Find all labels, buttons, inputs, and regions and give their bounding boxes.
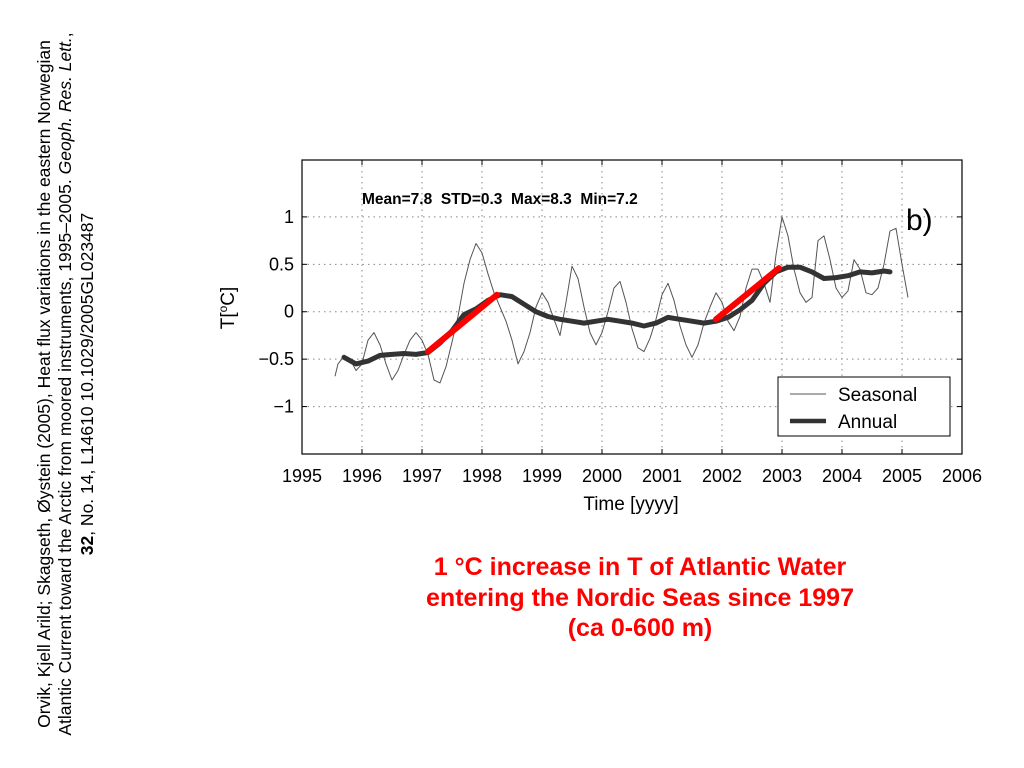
caption-line-3: (ca 0-600 m) <box>567 614 713 642</box>
plot-frame <box>301 159 963 455</box>
x-tick-label: 2000 <box>582 466 622 486</box>
x-tick-label: 2003 <box>762 466 802 486</box>
x-tick-label: 1997 <box>402 466 442 486</box>
series-seasonal-line <box>334 216 909 384</box>
ticks: 1995 1996 1997 1998 1999 2000 2001 2002 2003 2004… <box>258 160 982 486</box>
y-tick-label: −1 <box>273 397 294 417</box>
y-tick-label: −0.5 <box>258 349 294 369</box>
caption: 1 °C increase in T of Atlantic Water ent… <box>340 552 940 644</box>
legend: Seasonal Annual <box>777 376 951 437</box>
legend-box <box>777 376 951 437</box>
x-tick-label: 2002 <box>702 466 742 486</box>
stats-annotation: Mean=7.8 STD=0.3 Max=8.3 Min=7.2 <box>362 191 638 208</box>
panel-label: b) <box>906 204 933 237</box>
caption-line-2: entering the Nordic Seas since 1997 <box>426 583 854 612</box>
y-axis-label: T[oC] <box>216 287 239 330</box>
legend-label-annual: Annual <box>838 412 897 433</box>
y-axis-label-degree: o <box>216 305 230 312</box>
x-tick-label: 2006 <box>942 466 982 486</box>
legend-label-seasonal: Seasonal <box>838 385 917 406</box>
y-axis-label-unit: C] <box>218 287 239 306</box>
x-axis-label: Time [yyyy] <box>583 494 678 515</box>
trend-line-3 <box>713 265 782 323</box>
caption-line-1: 1 °C increase in T of Atlantic Water <box>433 553 847 581</box>
x-tick-label: 1998 <box>462 466 502 486</box>
y-tick-label: 0 <box>284 302 294 322</box>
x-tick-label: 2001 <box>642 466 682 486</box>
x-tick-label: 1995 <box>282 466 322 486</box>
x-tick-label: 1999 <box>522 466 562 486</box>
series-layer <box>334 216 909 384</box>
x-tick-label: 1996 <box>342 466 382 486</box>
trend-line-2 <box>425 291 500 355</box>
x-tick-label: 2005 <box>882 466 922 486</box>
y-tick-label: 1 <box>284 207 294 227</box>
y-tick-label: 0.5 <box>269 254 294 274</box>
x-tick-label: 2004 <box>822 466 862 486</box>
y-axis-label-text: T[ <box>218 312 239 330</box>
